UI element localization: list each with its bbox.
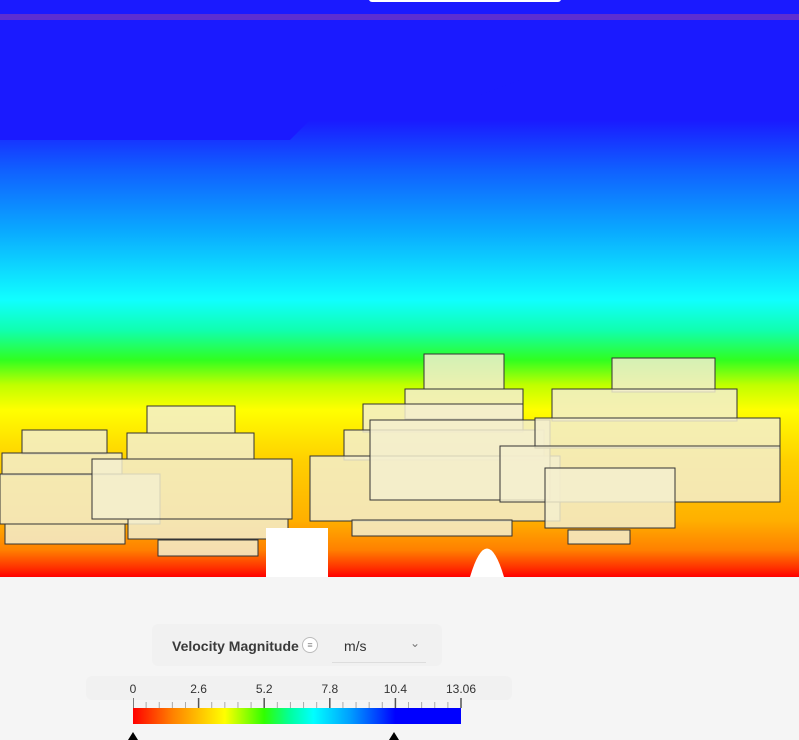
scale-tick-label: 7.8 [321, 682, 339, 696]
scale-tick-label: 13.06 [445, 682, 477, 696]
color-scale-panel [86, 676, 512, 700]
building [126, 432, 255, 460]
building [157, 539, 259, 557]
building [544, 467, 676, 529]
flow-field [0, 0, 799, 557]
range-handle[interactable] [389, 732, 400, 740]
scale-tick-label: 0 [129, 682, 137, 696]
unit-dropdown[interactable]: m/s ⌄ [332, 628, 426, 663]
building [21, 429, 108, 455]
legend-title: Velocity Magnitude [172, 638, 299, 654]
building [351, 519, 513, 537]
unit-value: m/s [344, 638, 367, 654]
top-divider [0, 14, 799, 20]
building [91, 458, 293, 520]
building [423, 353, 505, 390]
building [534, 417, 781, 449]
chevron-down-icon: ⌄ [409, 636, 420, 650]
cfd-viewport[interactable] [0, 0, 799, 577]
building [551, 388, 738, 422]
top-toolbar[interactable] [369, 0, 561, 2]
color-bar [133, 708, 461, 724]
range-handle[interactable] [128, 732, 138, 740]
building [146, 405, 236, 434]
legend-header: Velocity Magnitude ≡ m/s ⌄ [152, 624, 442, 666]
building [567, 529, 631, 545]
scale-tick-label: 2.6 [190, 682, 207, 696]
scale-tick-label: 5.2 [255, 682, 273, 696]
building [611, 357, 716, 393]
building [127, 518, 289, 540]
list-icon[interactable]: ≡ [302, 637, 318, 653]
scale-ticks [133, 698, 462, 708]
building [4, 523, 126, 545]
scale-tick-label: 10.4 [383, 682, 408, 696]
